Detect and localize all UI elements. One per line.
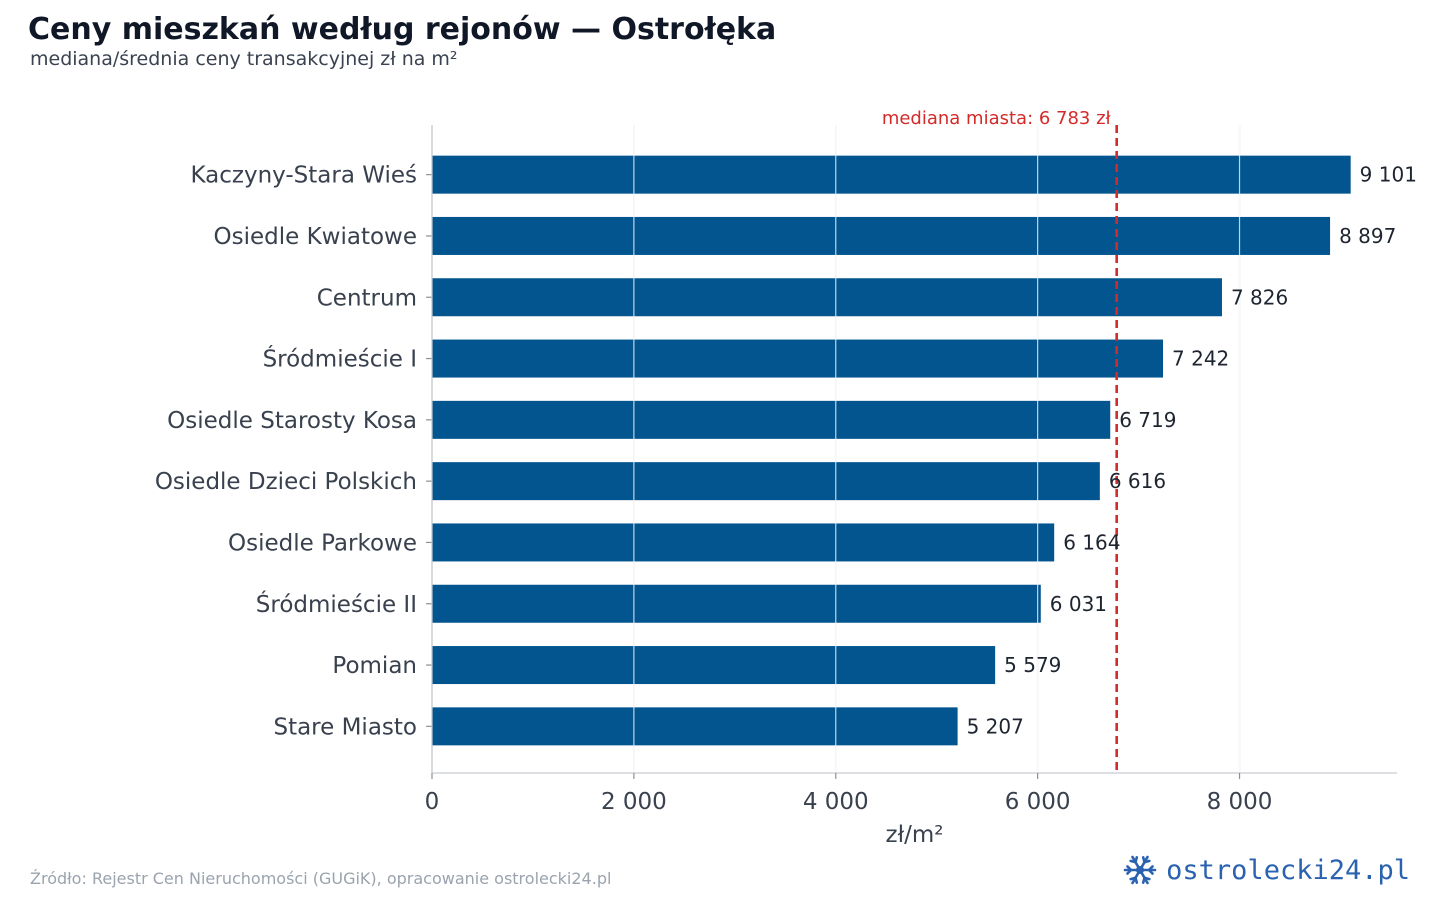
value-label: 6 616 bbox=[1109, 469, 1166, 493]
chart-subtitle: mediana/średnia ceny transakcyjnej zł na… bbox=[30, 48, 458, 70]
category-label: Pomian bbox=[332, 653, 417, 679]
category-label: Stare Miasto bbox=[273, 714, 417, 740]
bar bbox=[432, 216, 1331, 255]
category-label: Osiedle Dzieci Polskich bbox=[155, 469, 417, 495]
x-tick-label: 2 000 bbox=[601, 789, 667, 815]
value-label: 9 101 bbox=[1360, 163, 1417, 187]
bar bbox=[432, 584, 1041, 623]
bar bbox=[432, 707, 958, 746]
bar bbox=[432, 646, 996, 685]
bar bbox=[432, 400, 1111, 439]
value-label: 6 031 bbox=[1050, 592, 1107, 616]
value-label: 7 826 bbox=[1231, 285, 1288, 309]
x-tick-label: 4 000 bbox=[803, 789, 869, 815]
value-label: 6 164 bbox=[1063, 530, 1120, 554]
value-label: 5 579 bbox=[1004, 653, 1061, 677]
source-note: Źródło: Rejestr Cen Nieruchomości (GUGiK… bbox=[30, 869, 612, 888]
x-axis-title: zł/m² bbox=[886, 822, 944, 848]
bar bbox=[432, 339, 1164, 378]
category-label: Centrum bbox=[317, 285, 417, 311]
x-tick-label: 0 bbox=[425, 789, 440, 815]
value-label: 6 719 bbox=[1119, 408, 1176, 432]
logo-text: ostrolecki24.pl bbox=[1166, 854, 1410, 886]
axes bbox=[426, 125, 1397, 779]
category-label: Śródmieście II bbox=[256, 590, 417, 618]
value-label: 8 897 bbox=[1339, 224, 1396, 248]
labels: Kaczyny-Stara Wieś 9 101 Osiedle Kwiatowe 8… bbox=[155, 163, 1417, 815]
category-label: Osiedle Kwiatowe bbox=[213, 224, 417, 250]
category-label: Śródmieście I bbox=[263, 345, 417, 373]
bar-chart: Kaczyny-Stara Wieś 9 101 Osiedle Kwiatowe 8… bbox=[155, 108, 1417, 848]
brand-logo[interactable]: ostrolecki24.pl bbox=[1120, 850, 1410, 890]
bar bbox=[432, 462, 1100, 501]
category-label: Osiedle Starosty Kosa bbox=[167, 408, 417, 434]
median-line-label: mediana miasta: 6 783 zł bbox=[882, 108, 1112, 129]
value-label: 7 242 bbox=[1172, 347, 1229, 371]
chart-title: Ceny mieszkań według rejonów — Ostrołęka bbox=[28, 12, 777, 47]
category-label: Osiedle Parkowe bbox=[228, 530, 417, 556]
category-label: Kaczyny-Stara Wieś bbox=[190, 163, 417, 189]
snowflake-icon bbox=[1123, 855, 1157, 885]
x-tick-label: 6 000 bbox=[1005, 789, 1071, 815]
x-tick-label: 8 000 bbox=[1207, 789, 1273, 815]
bars bbox=[432, 125, 1351, 773]
bar bbox=[432, 278, 1222, 317]
bar bbox=[432, 155, 1351, 194]
value-label: 5 207 bbox=[967, 714, 1024, 738]
bar bbox=[432, 523, 1055, 562]
